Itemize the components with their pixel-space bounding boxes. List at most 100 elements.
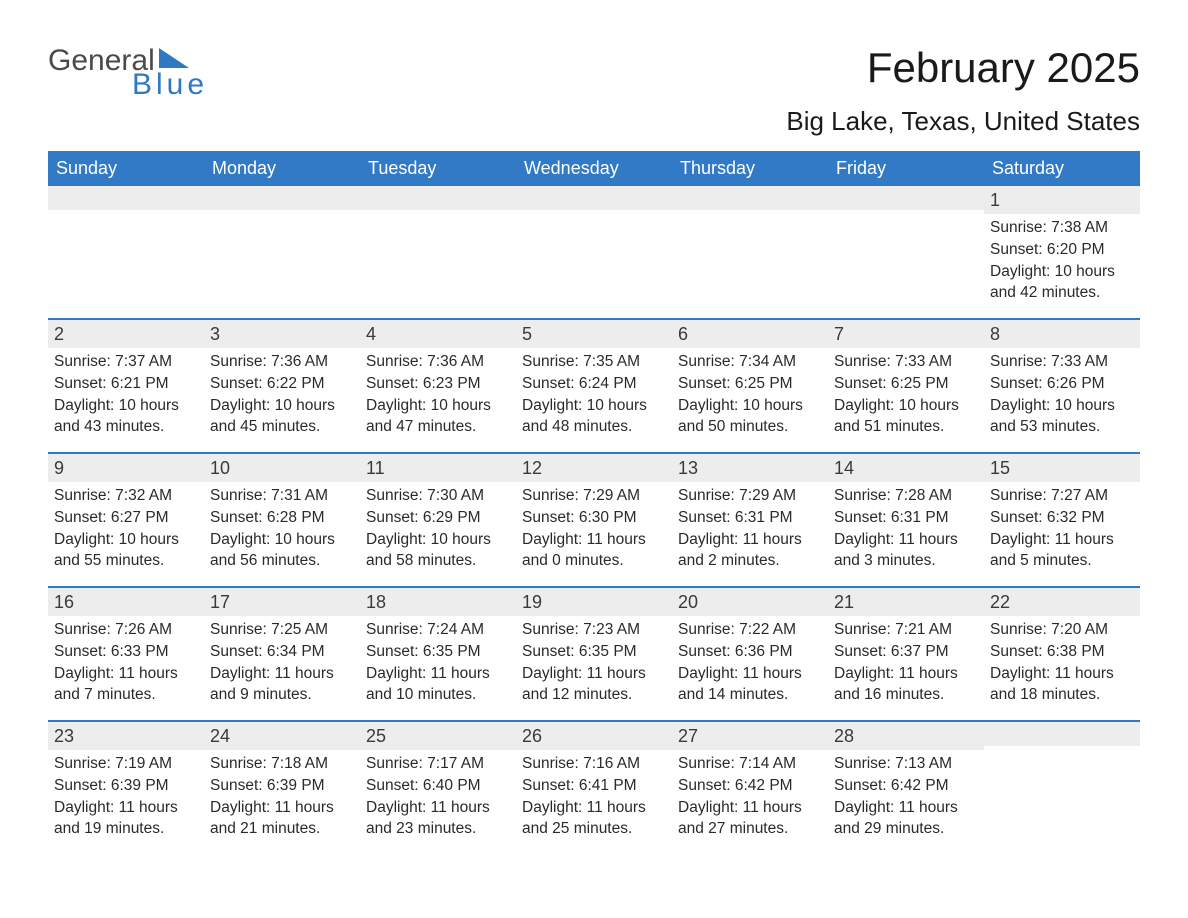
daylight-text: Daylight: 10 hours and 58 minutes. xyxy=(366,530,510,572)
sunrise-text: Sunrise: 7:23 AM xyxy=(522,620,666,641)
day-cell: 20Sunrise: 7:22 AMSunset: 6:36 PMDayligh… xyxy=(672,588,828,720)
week-row: 2Sunrise: 7:37 AMSunset: 6:21 PMDaylight… xyxy=(48,318,1140,452)
day-cell: 6Sunrise: 7:34 AMSunset: 6:25 PMDaylight… xyxy=(672,320,828,452)
day-cell xyxy=(516,186,672,318)
day-cell: 11Sunrise: 7:30 AMSunset: 6:29 PMDayligh… xyxy=(360,454,516,586)
day-number: 22 xyxy=(984,588,1140,616)
day-cell: 24Sunrise: 7:18 AMSunset: 6:39 PMDayligh… xyxy=(204,722,360,854)
day-cell: 5Sunrise: 7:35 AMSunset: 6:24 PMDaylight… xyxy=(516,320,672,452)
day-number: 15 xyxy=(984,454,1140,482)
title-block: February 2025 Big Lake, Texas, United St… xyxy=(786,44,1140,137)
day-number: 26 xyxy=(516,722,672,750)
day-cell: 15Sunrise: 7:27 AMSunset: 6:32 PMDayligh… xyxy=(984,454,1140,586)
day-number: 9 xyxy=(48,454,204,482)
sunset-text: Sunset: 6:22 PM xyxy=(210,374,354,395)
day-number: 12 xyxy=(516,454,672,482)
day-cell xyxy=(672,186,828,318)
weekday-header: Monday xyxy=(204,151,360,186)
day-number: 20 xyxy=(672,588,828,616)
day-number: 14 xyxy=(828,454,984,482)
day-cell: 22Sunrise: 7:20 AMSunset: 6:38 PMDayligh… xyxy=(984,588,1140,720)
sunset-text: Sunset: 6:20 PM xyxy=(990,240,1134,261)
daylight-text: Daylight: 11 hours and 7 minutes. xyxy=(54,664,198,706)
day-number: 28 xyxy=(828,722,984,750)
week-row: 1Sunrise: 7:38 AMSunset: 6:20 PMDaylight… xyxy=(48,186,1140,318)
weeks-container: 1Sunrise: 7:38 AMSunset: 6:20 PMDaylight… xyxy=(48,186,1140,854)
sunset-text: Sunset: 6:39 PM xyxy=(210,776,354,797)
daylight-text: Daylight: 10 hours and 43 minutes. xyxy=(54,396,198,438)
sunrise-text: Sunrise: 7:18 AM xyxy=(210,754,354,775)
day-number: 4 xyxy=(360,320,516,348)
sunset-text: Sunset: 6:33 PM xyxy=(54,642,198,663)
sunrise-text: Sunrise: 7:26 AM xyxy=(54,620,198,641)
daylight-text: Daylight: 11 hours and 23 minutes. xyxy=(366,798,510,840)
sunset-text: Sunset: 6:40 PM xyxy=(366,776,510,797)
day-cell xyxy=(828,186,984,318)
day-number: 18 xyxy=(360,588,516,616)
day-number: 3 xyxy=(204,320,360,348)
sunset-text: Sunset: 6:38 PM xyxy=(990,642,1134,663)
sunrise-text: Sunrise: 7:36 AM xyxy=(366,352,510,373)
weekday-header: Wednesday xyxy=(516,151,672,186)
daylight-text: Daylight: 10 hours and 56 minutes. xyxy=(210,530,354,572)
daylight-text: Daylight: 11 hours and 9 minutes. xyxy=(210,664,354,706)
week-row: 23Sunrise: 7:19 AMSunset: 6:39 PMDayligh… xyxy=(48,720,1140,854)
sunset-text: Sunset: 6:31 PM xyxy=(678,508,822,529)
sunrise-text: Sunrise: 7:22 AM xyxy=(678,620,822,641)
daylight-text: Daylight: 11 hours and 2 minutes. xyxy=(678,530,822,572)
sunrise-text: Sunrise: 7:31 AM xyxy=(210,486,354,507)
day-cell: 10Sunrise: 7:31 AMSunset: 6:28 PMDayligh… xyxy=(204,454,360,586)
daylight-text: Daylight: 11 hours and 29 minutes. xyxy=(834,798,978,840)
day-number: 8 xyxy=(984,320,1140,348)
day-number: 7 xyxy=(828,320,984,348)
sunrise-text: Sunrise: 7:17 AM xyxy=(366,754,510,775)
day-number xyxy=(48,186,204,210)
sunset-text: Sunset: 6:39 PM xyxy=(54,776,198,797)
logo: General Blue xyxy=(48,44,208,100)
daylight-text: Daylight: 11 hours and 19 minutes. xyxy=(54,798,198,840)
day-cell: 18Sunrise: 7:24 AMSunset: 6:35 PMDayligh… xyxy=(360,588,516,720)
month-title: February 2025 xyxy=(786,44,1140,92)
sunrise-text: Sunrise: 7:28 AM xyxy=(834,486,978,507)
sunset-text: Sunset: 6:25 PM xyxy=(834,374,978,395)
sunset-text: Sunset: 6:23 PM xyxy=(366,374,510,395)
sunset-text: Sunset: 6:42 PM xyxy=(834,776,978,797)
day-number: 24 xyxy=(204,722,360,750)
sunset-text: Sunset: 6:30 PM xyxy=(522,508,666,529)
daylight-text: Daylight: 10 hours and 42 minutes. xyxy=(990,262,1134,304)
daylight-text: Daylight: 11 hours and 27 minutes. xyxy=(678,798,822,840)
weekday-header: Saturday xyxy=(984,151,1140,186)
day-number xyxy=(516,186,672,210)
daylight-text: Daylight: 10 hours and 51 minutes. xyxy=(834,396,978,438)
day-number: 21 xyxy=(828,588,984,616)
sunset-text: Sunset: 6:21 PM xyxy=(54,374,198,395)
day-cell: 2Sunrise: 7:37 AMSunset: 6:21 PMDaylight… xyxy=(48,320,204,452)
weekday-header: Friday xyxy=(828,151,984,186)
sunset-text: Sunset: 6:25 PM xyxy=(678,374,822,395)
daylight-text: Daylight: 10 hours and 53 minutes. xyxy=(990,396,1134,438)
day-cell xyxy=(204,186,360,318)
sunset-text: Sunset: 6:26 PM xyxy=(990,374,1134,395)
daylight-text: Daylight: 11 hours and 5 minutes. xyxy=(990,530,1134,572)
day-number xyxy=(360,186,516,210)
sunrise-text: Sunrise: 7:16 AM xyxy=(522,754,666,775)
daylight-text: Daylight: 11 hours and 16 minutes. xyxy=(834,664,978,706)
day-number: 13 xyxy=(672,454,828,482)
day-cell: 26Sunrise: 7:16 AMSunset: 6:41 PMDayligh… xyxy=(516,722,672,854)
day-cell: 14Sunrise: 7:28 AMSunset: 6:31 PMDayligh… xyxy=(828,454,984,586)
day-number: 1 xyxy=(984,186,1140,214)
day-cell: 9Sunrise: 7:32 AMSunset: 6:27 PMDaylight… xyxy=(48,454,204,586)
day-cell: 7Sunrise: 7:33 AMSunset: 6:25 PMDaylight… xyxy=(828,320,984,452)
day-cell: 13Sunrise: 7:29 AMSunset: 6:31 PMDayligh… xyxy=(672,454,828,586)
sunrise-text: Sunrise: 7:32 AM xyxy=(54,486,198,507)
sunrise-text: Sunrise: 7:36 AM xyxy=(210,352,354,373)
sunset-text: Sunset: 6:36 PM xyxy=(678,642,822,663)
sunrise-text: Sunrise: 7:34 AM xyxy=(678,352,822,373)
sunrise-text: Sunrise: 7:37 AM xyxy=(54,352,198,373)
day-cell: 21Sunrise: 7:21 AMSunset: 6:37 PMDayligh… xyxy=(828,588,984,720)
day-cell: 3Sunrise: 7:36 AMSunset: 6:22 PMDaylight… xyxy=(204,320,360,452)
sunrise-text: Sunrise: 7:29 AM xyxy=(522,486,666,507)
day-cell: 4Sunrise: 7:36 AMSunset: 6:23 PMDaylight… xyxy=(360,320,516,452)
weekday-header: Thursday xyxy=(672,151,828,186)
day-number: 25 xyxy=(360,722,516,750)
